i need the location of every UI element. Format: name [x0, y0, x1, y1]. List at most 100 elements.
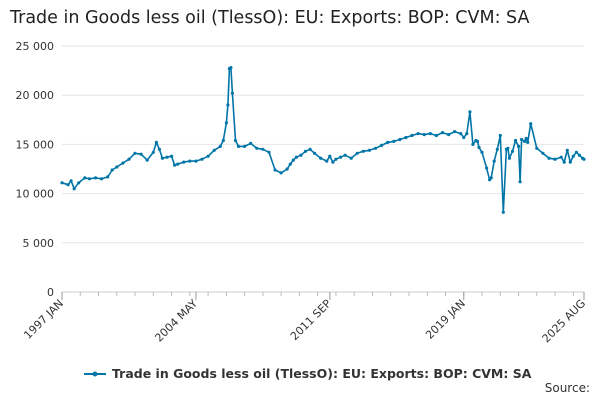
data-point	[480, 150, 484, 154]
data-point	[188, 159, 192, 163]
series-line	[61, 66, 585, 214]
x-tick-label: 2011 SEP	[288, 297, 334, 343]
data-point	[501, 210, 505, 214]
data-point	[462, 135, 466, 140]
data-point	[154, 140, 158, 144]
data-point	[410, 133, 414, 138]
data-point	[291, 158, 295, 162]
data-point	[221, 138, 225, 143]
data-point	[518, 180, 522, 184]
data-point	[468, 110, 472, 114]
x-tick-label: 1997 JAN	[21, 297, 66, 342]
data-point	[77, 181, 81, 185]
data-point	[535, 146, 539, 150]
data-point	[349, 156, 353, 160]
data-point	[343, 153, 347, 157]
data-point	[145, 158, 149, 162]
data-point	[218, 144, 222, 148]
data-point	[526, 140, 530, 144]
data-point	[492, 159, 496, 163]
data-point	[294, 155, 298, 159]
data-point	[386, 140, 390, 144]
data-point	[157, 147, 161, 151]
data-point	[459, 132, 463, 136]
data-point	[373, 146, 378, 150]
data-point	[510, 149, 515, 153]
series-layer	[60, 66, 586, 214]
data-point	[60, 181, 64, 185]
data-point	[229, 66, 233, 70]
data-point	[273, 168, 277, 172]
data-point	[182, 160, 186, 164]
data-point	[115, 165, 119, 169]
data-point	[361, 149, 365, 153]
data-point	[87, 177, 91, 181]
data-point	[338, 155, 343, 159]
data-point	[440, 131, 445, 135]
y-tick-label: 5 000	[23, 237, 55, 250]
data-point	[422, 133, 426, 137]
data-point	[279, 171, 283, 175]
data-point	[72, 187, 76, 191]
data-point	[477, 145, 481, 149]
data-point	[520, 137, 524, 142]
data-point	[453, 130, 457, 134]
data-point	[224, 121, 228, 125]
data-point	[176, 162, 180, 166]
data-point	[498, 133, 502, 138]
data-point	[398, 137, 402, 142]
y-tick-label: 10 000	[16, 188, 55, 201]
y-tick-label: 25 000	[16, 40, 55, 53]
data-point	[447, 133, 451, 137]
data-point	[308, 147, 312, 151]
data-point	[212, 148, 216, 152]
y-tick-label: 20 000	[16, 89, 55, 102]
data-point	[173, 163, 177, 167]
data-point	[243, 144, 247, 148]
x-tick-label: 2004 MAY	[152, 297, 200, 345]
data-point	[489, 176, 493, 180]
legend-entry-label: Trade in Goods less oil (TlessO): EU: Ex…	[112, 366, 532, 381]
legend-swatch-marker	[92, 371, 98, 377]
data-point	[577, 153, 582, 157]
data-point	[582, 157, 586, 161]
x-tick-label: 2025 AUG	[540, 297, 589, 346]
data-point	[328, 154, 332, 158]
data-point	[404, 135, 408, 140]
data-point	[559, 155, 563, 159]
data-point	[313, 151, 317, 155]
data-point	[83, 176, 87, 180]
data-point	[200, 157, 204, 161]
data-point	[331, 160, 335, 164]
data-point	[319, 156, 323, 160]
data-point	[485, 166, 489, 170]
data-point	[165, 155, 169, 159]
data-point	[513, 138, 518, 143]
data-point	[334, 157, 338, 161]
data-point	[471, 142, 475, 146]
legend-layer: Trade in Goods less oil (TlessO): EU: Ex…	[84, 366, 532, 381]
data-point	[93, 176, 98, 180]
data-point	[66, 183, 70, 187]
source-label: Source:	[544, 381, 590, 395]
data-point	[106, 175, 110, 179]
data-point	[428, 132, 432, 136]
data-point	[69, 179, 73, 183]
data-point	[206, 154, 210, 158]
data-point	[133, 151, 137, 155]
data-point	[261, 147, 265, 151]
data-point	[151, 150, 155, 154]
data-point	[568, 160, 572, 164]
data-point	[465, 132, 469, 136]
data-point	[233, 138, 238, 143]
data-point	[416, 132, 420, 136]
data-point	[574, 150, 579, 154]
data-point	[325, 159, 329, 163]
data-point	[236, 144, 241, 148]
data-point	[553, 157, 557, 161]
data-point	[230, 91, 234, 95]
data-point	[121, 161, 125, 165]
y-tick-label: 0	[47, 286, 54, 299]
